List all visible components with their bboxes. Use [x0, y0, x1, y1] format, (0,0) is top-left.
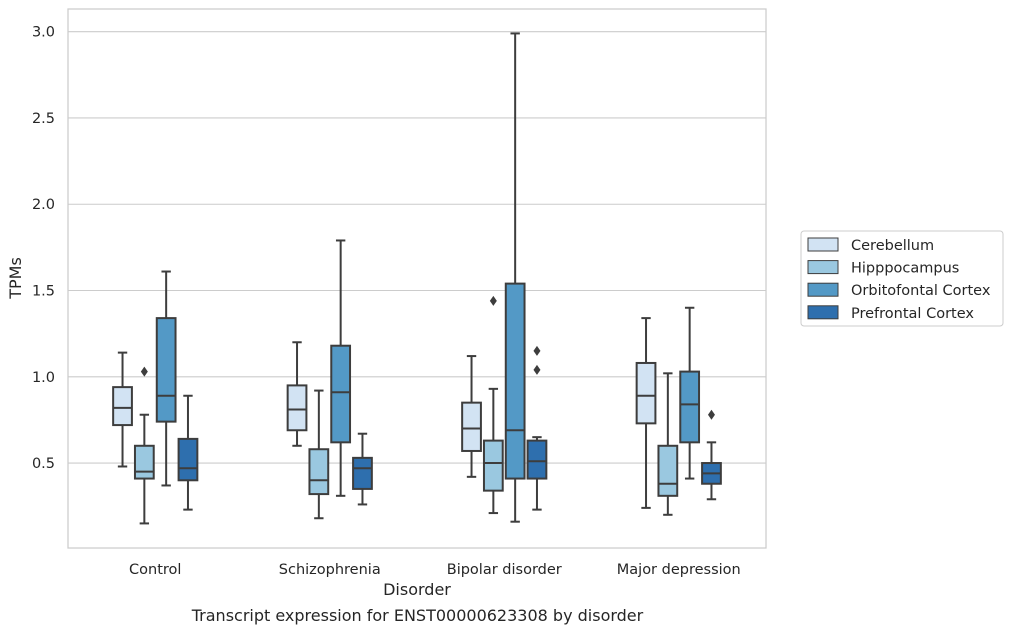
y-tick-label: 3.0 — [32, 25, 55, 41]
legend-swatch — [807, 260, 839, 275]
box-orbitofontal-cortex — [504, 32, 526, 523]
x-tick-label: Schizophrenia — [279, 562, 381, 578]
y-tick-label: 1.0 — [32, 370, 55, 386]
iqr-box — [679, 370, 701, 444]
legend-label: Orbitofontal Cortex — [851, 283, 991, 299]
iqr-box — [635, 361, 657, 425]
legend-frame — [800, 230, 1004, 327]
x-tick-label: Major depression — [617, 562, 741, 578]
iqr-box — [482, 439, 504, 492]
box-prefrontal-cortex — [352, 432, 373, 506]
box-cerebellum — [461, 355, 482, 478]
x-tick-labels: Control Schizophrenia Bipolar disorder Majo… — [129, 562, 741, 578]
box-cerebellum — [286, 341, 308, 447]
figure-caption: Transcript expression for ENST0000062330… — [191, 606, 644, 625]
plot-area-frame — [67, 8, 767, 549]
box-hipppocampus — [133, 366, 155, 525]
box-prefrontal-cortex — [701, 409, 722, 501]
iqr-box — [352, 456, 373, 490]
iqr-box — [112, 386, 133, 427]
box-cerebellum — [112, 351, 133, 468]
box-prefrontal-cortex — [526, 345, 548, 511]
iqr-box — [155, 317, 177, 423]
box-hipppocampus — [657, 372, 679, 516]
legend-label: Hipppocampus — [851, 261, 959, 277]
iqr-box — [526, 439, 548, 480]
gridlines — [68, 31, 766, 464]
box-orbitofontal-cortex — [679, 306, 701, 480]
y-tick-label: 1.5 — [32, 284, 55, 300]
iqr-box — [286, 384, 308, 432]
outlier-point — [140, 366, 148, 377]
iqr-box — [657, 444, 679, 497]
box-cerebellum — [635, 317, 657, 509]
x-tick-label: Control — [129, 562, 181, 578]
outlier-point — [707, 409, 715, 420]
box-orbitofontal-cortex — [330, 239, 352, 497]
iqr-box — [308, 448, 330, 496]
iqr-box — [330, 344, 352, 444]
x-axis-title: Disorder — [383, 580, 451, 599]
y-tick-label: 2.0 — [32, 197, 55, 213]
box-orbitofontal-cortex — [155, 270, 177, 487]
y-tick-label: 0.5 — [32, 456, 55, 472]
iqr-box — [133, 444, 155, 480]
y-tick-labels: 0.5 1.0 1.5 2.0 2.5 3.0 — [32, 25, 55, 472]
legend-swatch — [807, 305, 839, 320]
iqr-box — [461, 401, 482, 452]
box-prefrontal-cortex — [177, 394, 199, 511]
legend: Cerebellum Hipppocampus Orbitofontal Corte… — [800, 230, 1004, 327]
y-axis-title: TPMs — [6, 257, 25, 300]
outlier-point — [533, 345, 541, 356]
iqr-box — [177, 437, 199, 482]
y-tick-label: 2.5 — [32, 111, 55, 127]
outlier-point — [533, 364, 541, 375]
legend-swatch — [807, 282, 839, 297]
outlier-point — [489, 295, 497, 306]
box-hipppocampus — [308, 389, 330, 520]
legend-swatch — [807, 237, 839, 252]
legend-label: Cerebellum — [851, 238, 934, 254]
x-tick-label: Bipolar disorder — [447, 562, 562, 578]
box-hipppocampus — [482, 295, 504, 515]
legend-label: Prefrontal Cortex — [851, 306, 974, 322]
boxes — [112, 32, 722, 525]
iqr-box — [504, 282, 526, 480]
